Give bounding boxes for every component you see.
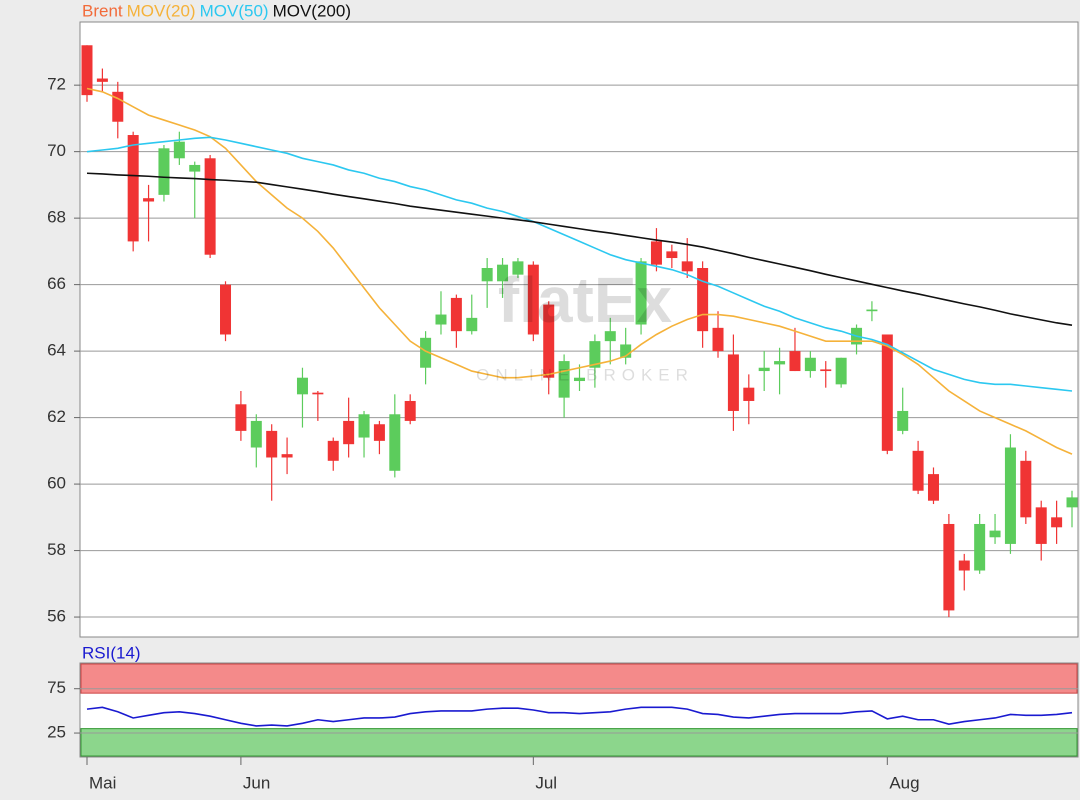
candle-body [512,261,524,275]
candle-body [604,331,616,342]
candle-body [435,314,447,325]
y-tick-label: 64 [47,341,66,360]
candle-body [727,354,739,411]
candle-body [527,264,539,335]
y-tick-label: 60 [47,474,66,493]
legend-entry: MOV(50) [200,1,269,20]
candle-body [835,357,847,385]
candle-body [897,410,909,431]
candle-body [820,369,832,372]
candle-body [481,268,493,282]
candle-body [235,404,247,431]
candle-body [666,251,678,259]
y-tick-label: 62 [47,407,66,426]
candle-body [758,367,770,372]
candle-body [220,284,232,335]
candle-body [281,454,293,458]
candle-body [958,560,970,571]
candle-body [189,164,201,172]
candle-body [635,261,647,325]
ma-line [86,87,1073,455]
x-tick-label: Mai [89,773,116,792]
watermark-logo: flatEx [498,264,673,336]
ma-line [86,136,1073,392]
candle-body [127,135,139,242]
candle-body [543,304,555,378]
candle-body [358,414,370,438]
x-tick-label: Aug [889,773,919,792]
candle-body [312,392,324,395]
legend-entry: MOV(200) [273,1,351,20]
candle-body [866,309,878,312]
candle-body [450,297,462,332]
candle-body [112,91,124,122]
candle-body [296,377,308,395]
candle-body [804,357,816,372]
candle-body [574,377,585,382]
legend-entry: Brent [82,1,123,20]
candle-body [881,334,893,451]
x-tick-label: Jun [243,773,270,792]
x-tick-label: Jul [535,773,557,792]
candle-body [1020,460,1032,518]
candle-body [974,523,986,571]
candle-body [1051,517,1063,528]
candle-body [774,361,786,365]
candle-body [1035,507,1047,544]
candle-body [589,341,601,368]
price-panel [79,21,1079,638]
candle-body [743,387,755,401]
candle-body [466,317,478,332]
candle-body [697,268,709,332]
candle-body [1066,497,1078,508]
candle-body [620,344,632,358]
candle-body [558,361,570,398]
candle-body [681,261,693,272]
candle-body [943,523,955,611]
candle-body [343,420,355,445]
candle-body [404,400,416,421]
candle-body [250,420,262,448]
y-tick-label: 75 [47,678,66,697]
candle-body [497,264,509,282]
y-tick-label: 58 [47,540,66,559]
legend-entry: MOV(20) [127,1,196,20]
ma-line [86,706,1073,727]
y-tick-label: 68 [47,208,66,227]
ma-line [86,172,1073,326]
candle-body [327,440,339,461]
candle-body [143,198,155,202]
y-tick-label: 25 [47,723,66,742]
candle-body [989,530,1001,538]
candle-body [389,414,401,471]
legend-entry: RSI(14) [82,643,141,662]
candle-body [158,148,170,195]
candle-body [912,450,924,491]
candle-body [420,337,432,368]
candle-body [96,78,108,82]
candle-body [266,430,278,458]
watermark: flatEx ONLINE BROKER [476,264,694,385]
candle-body [712,327,724,352]
y-tick-label: 70 [47,141,66,160]
y-tick-label: 72 [47,75,66,94]
candle-body [650,241,662,265]
y-tick-label: 56 [47,607,66,626]
y-tick-label: 66 [47,274,66,293]
candle-body [204,158,216,255]
candle-body [927,474,939,501]
candle-body [373,424,385,441]
candle-body [173,141,185,159]
candle-body [81,45,93,96]
candle-body [1004,447,1016,544]
candle-body [789,351,801,372]
watermark-tagline: ONLINE BROKER [476,365,694,384]
